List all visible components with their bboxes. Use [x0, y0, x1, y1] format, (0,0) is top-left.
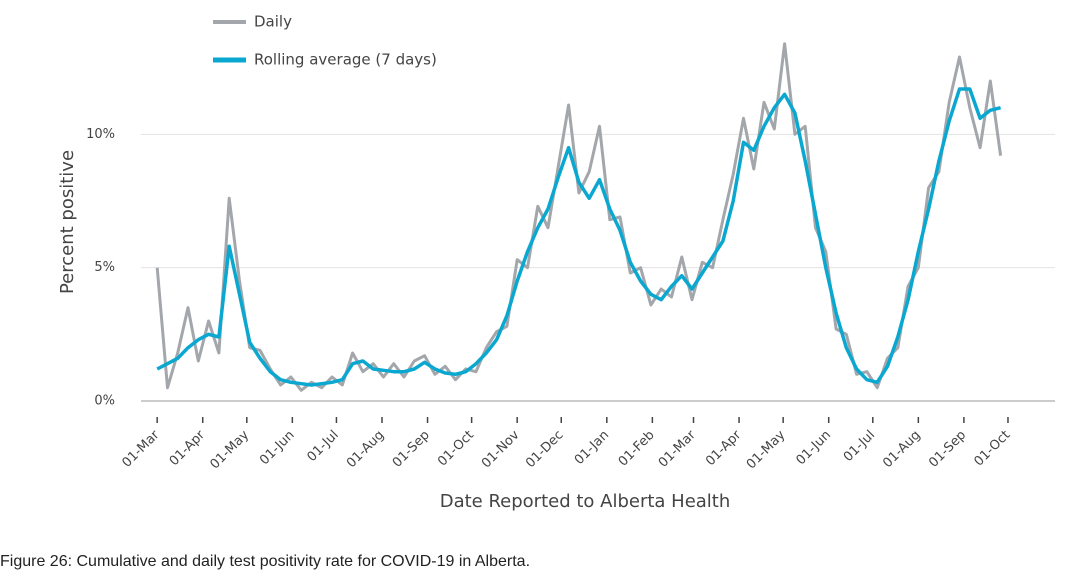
x-tick-label: 01-Mar	[119, 427, 162, 470]
y-tick-label: 10%	[86, 127, 115, 142]
x-tick-label: 01-Apr	[167, 427, 209, 469]
caption: Figure 26: Cumulative and daily test pos…	[0, 553, 530, 570]
x-axis-label: Date Reported to Alberta Health	[440, 491, 731, 512]
x-tick-label: 01-Sep	[926, 428, 969, 471]
y-tick-label: 5%	[94, 260, 115, 275]
x-tick-label: 01-Aug	[344, 428, 387, 471]
x-tick-label: 01-Dec	[523, 428, 566, 471]
x-tick-label: 01-May	[207, 427, 252, 472]
x-tick-label: 01-Sep	[390, 428, 433, 471]
x-tick-label: 01-Jul	[841, 428, 878, 465]
x-tick-label: 01-Jul	[305, 428, 342, 465]
x-tick-label: 01-Oct	[972, 428, 1014, 470]
y-axis-label: Percent positive	[57, 150, 78, 294]
y-tick-label: 0%	[94, 394, 115, 409]
x-tick-label: 01-Jun	[794, 428, 835, 469]
x-tick-label: 01-Feb	[616, 428, 658, 470]
x-tick-label: 01-Jan	[572, 428, 612, 468]
x-tick-label: 01-Oct	[435, 428, 477, 470]
legend-label: Daily	[254, 13, 292, 31]
x-tick-label: 01-Jun	[257, 428, 298, 469]
series-line	[156, 87, 1002, 387]
x-tick-label: 01-Apr	[703, 427, 745, 469]
x-tick-label: 01-Aug	[880, 428, 923, 471]
series-line	[155, 42, 1003, 392]
x-tick-label: 01-Nov	[479, 427, 523, 471]
x-tick-label: 01-May	[744, 427, 789, 472]
legend-label: Rolling average (7 days)	[254, 51, 437, 69]
x-tick-label: 01-Mar	[656, 427, 699, 470]
